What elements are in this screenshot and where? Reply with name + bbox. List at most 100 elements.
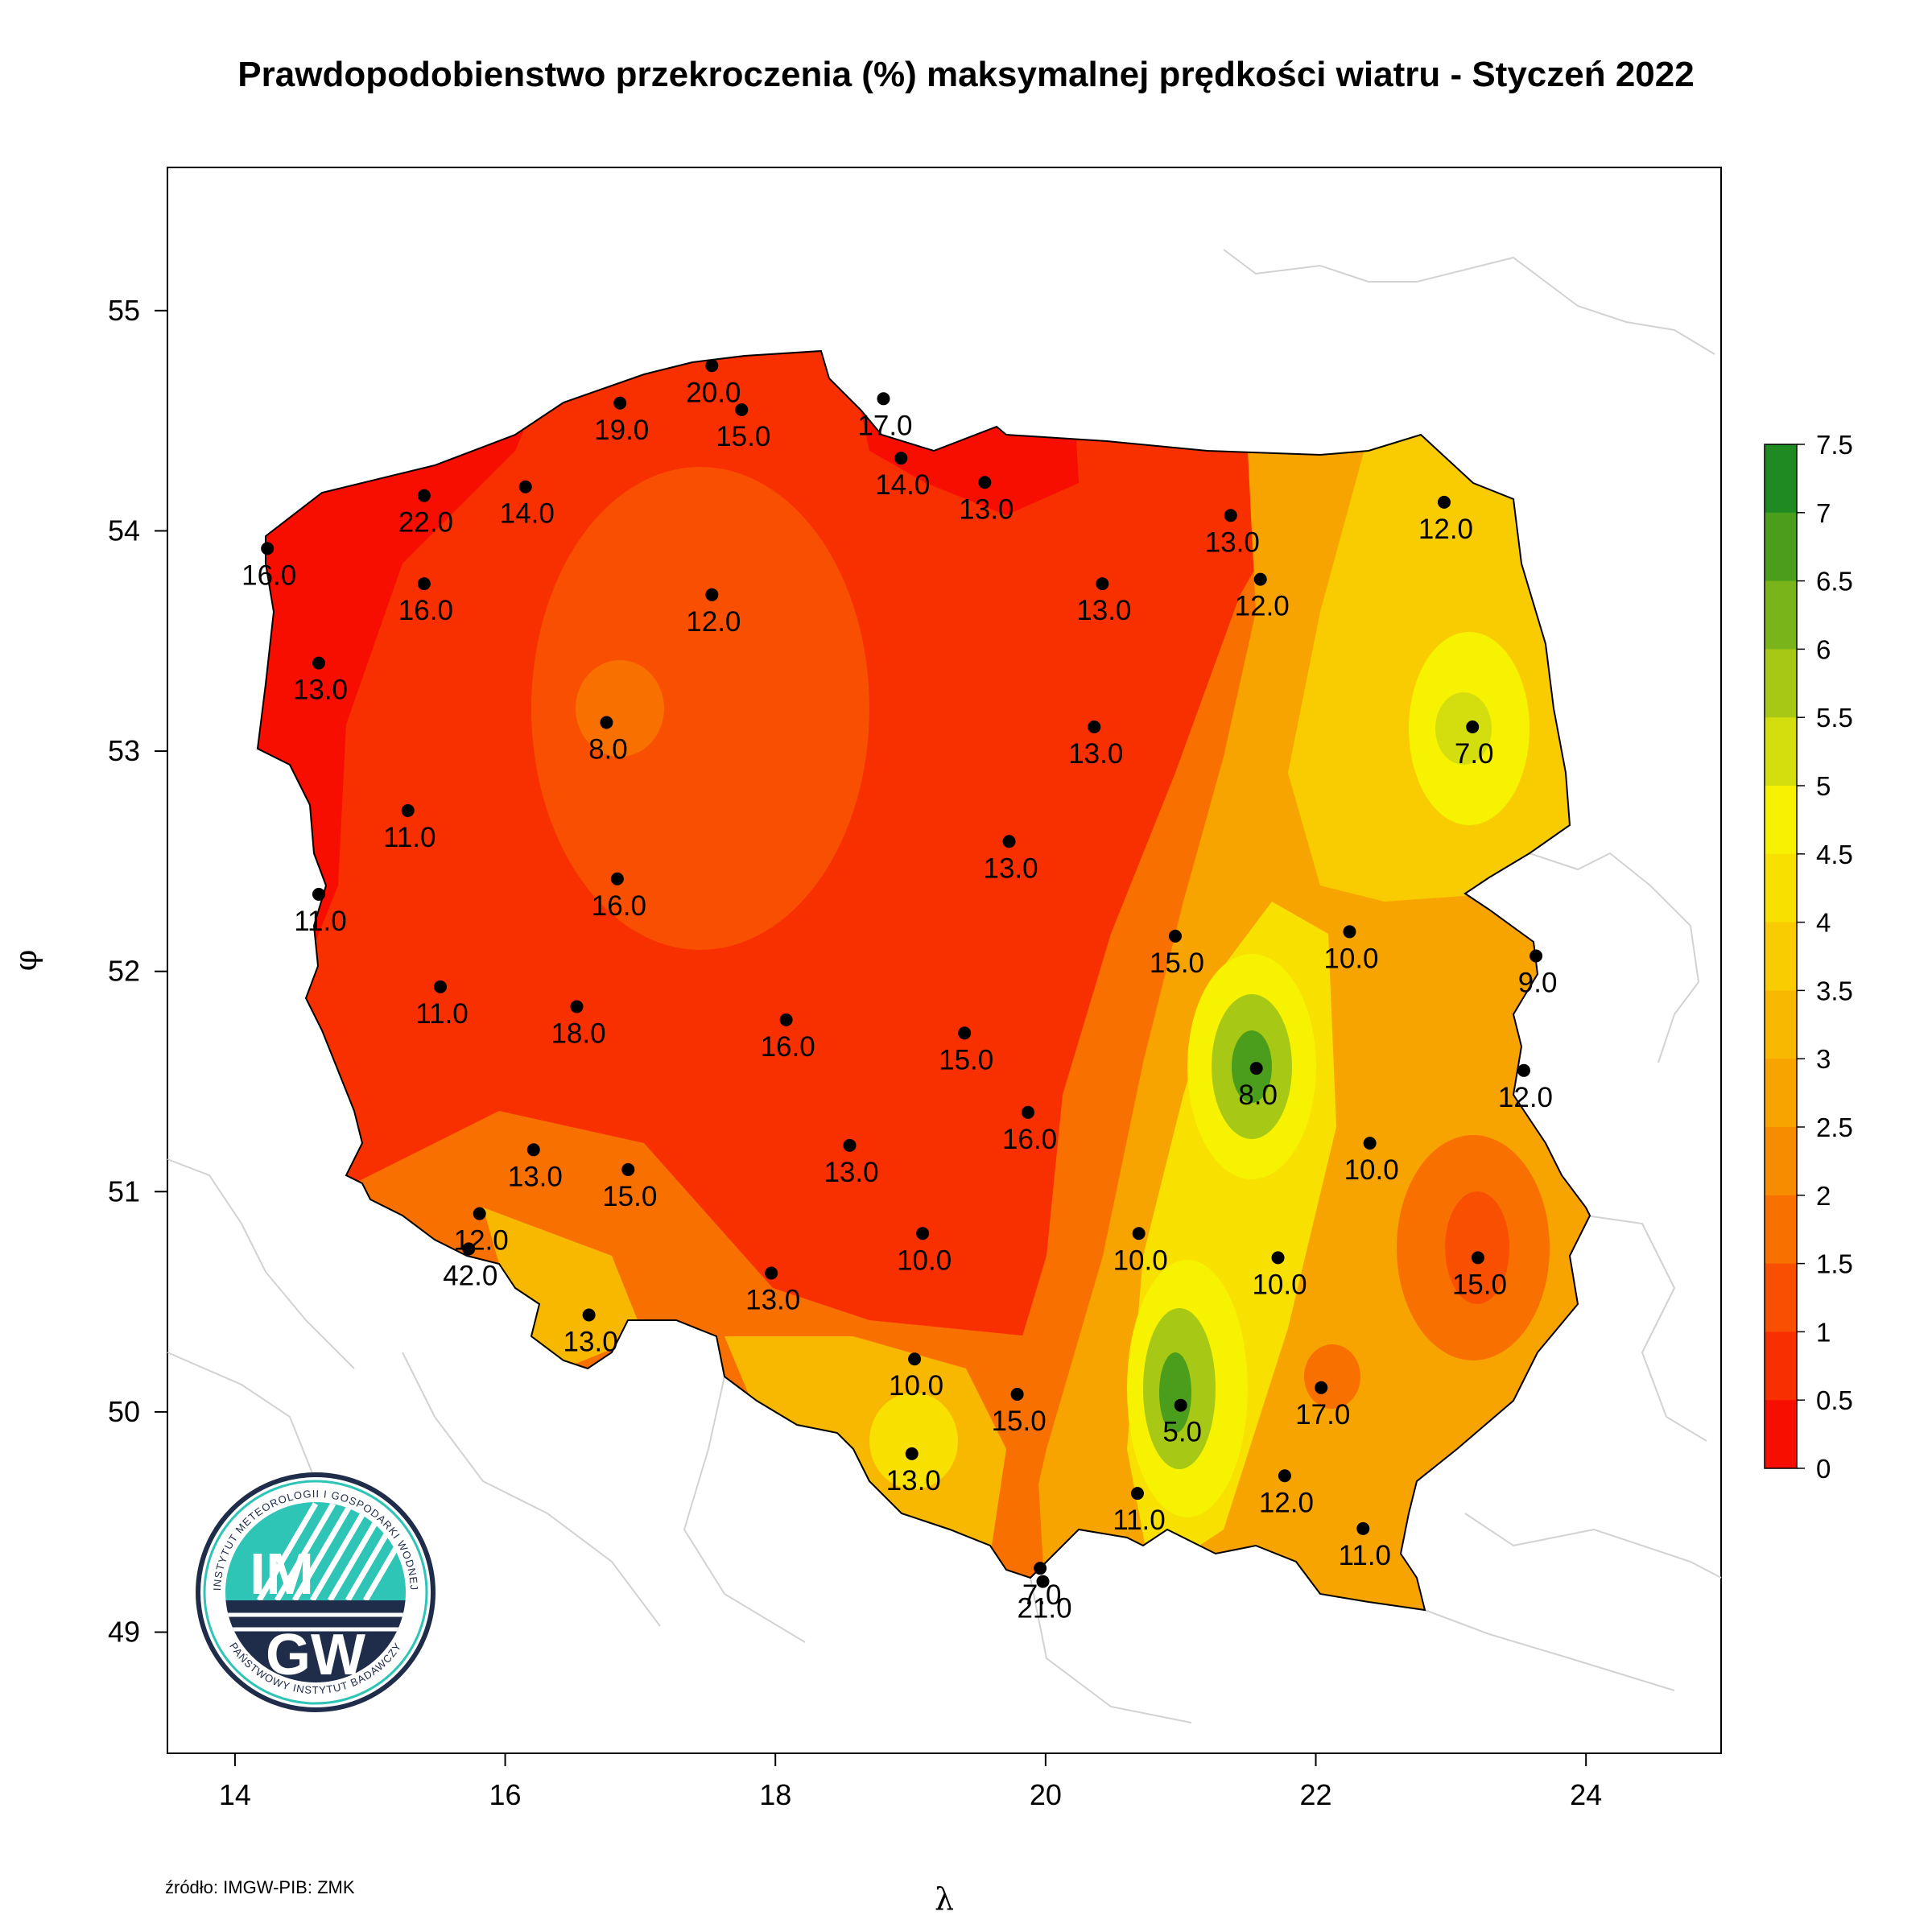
station-dot <box>610 872 624 886</box>
station-value-label: 11.0 <box>415 998 469 1030</box>
station-value-label: 10.0 <box>889 1370 943 1402</box>
imgw-logo: IM GW INSTYTUT METEOROLOGII I GOSPODARKI… <box>196 1472 436 1712</box>
legend-swatch <box>1765 717 1797 786</box>
station-dot <box>705 588 719 601</box>
station-dot <box>978 476 992 489</box>
legend-label: 0.5 <box>1816 1385 1853 1415</box>
station-value-label: 13.0 <box>293 675 348 706</box>
station-value-label: 22.0 <box>398 507 453 539</box>
x-tick-label: 22 <box>1299 1778 1331 1811</box>
station-value-label: 9.0 <box>1518 968 1558 999</box>
station-dot <box>916 1227 930 1241</box>
station-value-label: 13.0 <box>824 1157 878 1188</box>
y-tick-label: 49 <box>108 1616 140 1649</box>
station: 11.0 <box>1338 1521 1391 1571</box>
station-value-label: 16.0 <box>1002 1124 1057 1155</box>
legend-label: 7.5 <box>1816 430 1853 460</box>
legend-swatch <box>1765 1400 1797 1469</box>
station-value-label: 19.0 <box>594 415 649 446</box>
station: 15.0 <box>602 1162 657 1212</box>
station-dot <box>958 1026 972 1040</box>
station-value-label: 10.0 <box>1323 943 1378 974</box>
legend-label: 1.5 <box>1816 1249 1853 1279</box>
station-dot <box>417 577 431 591</box>
station-value-label: 21.0 <box>1017 1593 1071 1624</box>
station: 16.0 <box>1002 1105 1057 1155</box>
legend-label: 7 <box>1816 498 1831 528</box>
station-value-label: 13.0 <box>745 1285 800 1316</box>
logo-letters-bottom: GW <box>266 1623 365 1687</box>
station-dot <box>1022 1105 1035 1119</box>
y-tick-label: 50 <box>108 1395 140 1428</box>
station: 13.0 <box>745 1266 800 1316</box>
y-tick-label: 51 <box>108 1174 140 1208</box>
station-value-label: 16.0 <box>592 890 646 922</box>
station: 14.0 <box>875 452 930 501</box>
legend-swatch <box>1765 853 1797 923</box>
legend-swatch <box>1765 649 1797 718</box>
station: 5.0 <box>1162 1398 1202 1448</box>
station-value-label: 13.0 <box>564 1327 618 1358</box>
station: 11.0 <box>415 980 469 1030</box>
station-value-label: 16.0 <box>761 1031 815 1063</box>
station: 15.0 <box>716 402 770 452</box>
station: 16.0 <box>761 1013 815 1063</box>
legend-label: 0 <box>1816 1454 1831 1484</box>
legend-swatch <box>1765 1127 1797 1196</box>
legend-swatch <box>1765 444 1797 514</box>
legend-label: 5.5 <box>1816 703 1853 733</box>
station-value-label: 12.0 <box>454 1225 509 1257</box>
station-dot <box>894 452 908 465</box>
station: 17.0 <box>1295 1381 1350 1430</box>
station: 10.0 <box>1344 1137 1399 1186</box>
station: 15.0 <box>1452 1251 1507 1300</box>
intensity-surface <box>258 351 1590 1610</box>
station-value-label: 13.0 <box>508 1161 563 1192</box>
station: 13.0 <box>983 835 1038 884</box>
station: 22.0 <box>398 489 453 539</box>
station-dot <box>1343 925 1356 939</box>
station-dot <box>765 1266 778 1280</box>
station: 12.0 <box>1498 1063 1553 1113</box>
station-value-label: 15.0 <box>1150 947 1204 979</box>
station-dot <box>1096 577 1109 591</box>
legend-label: 4.5 <box>1816 840 1853 869</box>
station: 10.0 <box>1113 1227 1168 1276</box>
station: 8.0 <box>588 716 628 766</box>
station: 19.0 <box>594 396 649 446</box>
station: 13.0 <box>293 656 348 706</box>
station: 10.0 <box>1252 1251 1307 1300</box>
station-value-label: 13.0 <box>983 852 1038 884</box>
legend-swatch <box>1765 786 1797 855</box>
station-value-label: 15.0 <box>939 1044 993 1075</box>
station-dot <box>1466 720 1480 733</box>
station: 12.0 <box>1259 1469 1314 1518</box>
station: 16.0 <box>242 542 296 591</box>
station-value-label: 11.0 <box>1338 1540 1391 1571</box>
station-value-label: 11.0 <box>1113 1505 1166 1536</box>
station-dot <box>1471 1251 1484 1265</box>
station: 11.0 <box>1113 1487 1166 1536</box>
station: 15.0 <box>1150 929 1204 979</box>
x-axis-title: λ <box>935 1881 954 1917</box>
station-dot <box>908 1352 922 1366</box>
station-value-label: 7.0 <box>1455 738 1494 770</box>
legend-label: 1 <box>1816 1317 1831 1347</box>
station: 8.0 <box>1238 1062 1278 1111</box>
station-value-label: 13.0 <box>886 1465 941 1496</box>
station: 17.0 <box>857 392 913 441</box>
station-dot <box>1530 949 1543 963</box>
station-value-label: 17.0 <box>1295 1399 1350 1430</box>
legend-label: 6.5 <box>1816 567 1853 597</box>
legend-swatch <box>1765 1059 1797 1128</box>
x-tick-label: 16 <box>489 1778 522 1811</box>
station: 12.0 <box>1418 495 1473 545</box>
station-dot <box>1130 1487 1144 1501</box>
station-dot <box>779 1013 793 1026</box>
station-dot <box>1010 1388 1024 1402</box>
x-tick-label: 18 <box>759 1778 791 1811</box>
station-dot <box>473 1207 486 1220</box>
station: 13.0 <box>1068 720 1123 770</box>
station-dot <box>1517 1063 1530 1077</box>
station: 16.0 <box>398 577 453 626</box>
